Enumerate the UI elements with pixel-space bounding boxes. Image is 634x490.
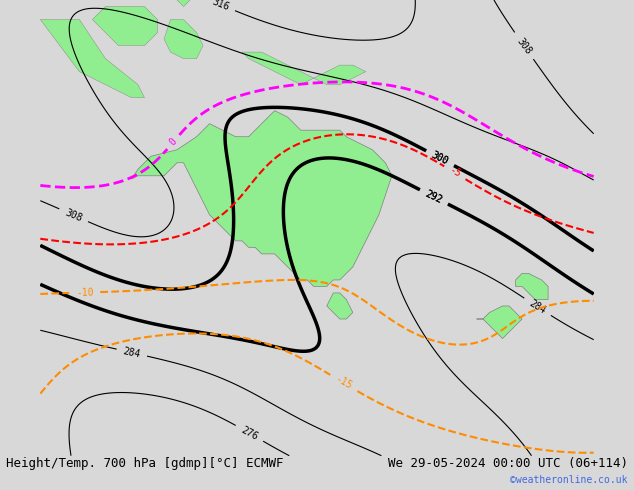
Polygon shape bbox=[164, 20, 203, 59]
Polygon shape bbox=[93, 6, 157, 46]
Text: 292: 292 bbox=[424, 189, 444, 205]
Text: 300: 300 bbox=[430, 150, 450, 167]
Polygon shape bbox=[477, 306, 522, 339]
Text: ©weatheronline.co.uk: ©weatheronline.co.uk bbox=[510, 475, 628, 485]
Polygon shape bbox=[515, 273, 548, 299]
Text: 292: 292 bbox=[424, 189, 444, 205]
Text: 276: 276 bbox=[239, 425, 259, 442]
Text: 284: 284 bbox=[527, 298, 548, 316]
Text: -5: -5 bbox=[448, 166, 462, 180]
Polygon shape bbox=[157, 0, 197, 6]
Polygon shape bbox=[41, 20, 145, 98]
Text: -15: -15 bbox=[333, 374, 354, 392]
Text: -10: -10 bbox=[76, 287, 94, 298]
Text: Height/Temp. 700 hPa [gdmp][°C] ECMWF: Height/Temp. 700 hPa [gdmp][°C] ECMWF bbox=[6, 457, 284, 470]
Text: 0: 0 bbox=[167, 136, 179, 147]
Text: 284: 284 bbox=[122, 346, 141, 359]
Text: 308: 308 bbox=[63, 207, 84, 223]
Text: 316: 316 bbox=[210, 0, 231, 12]
Polygon shape bbox=[131, 111, 392, 287]
Text: 300: 300 bbox=[430, 150, 450, 167]
Text: We 29-05-2024 00:00 UTC (06+114): We 29-05-2024 00:00 UTC (06+114) bbox=[387, 457, 628, 470]
Polygon shape bbox=[327, 293, 353, 319]
Text: 308: 308 bbox=[515, 36, 533, 56]
Polygon shape bbox=[242, 52, 366, 85]
